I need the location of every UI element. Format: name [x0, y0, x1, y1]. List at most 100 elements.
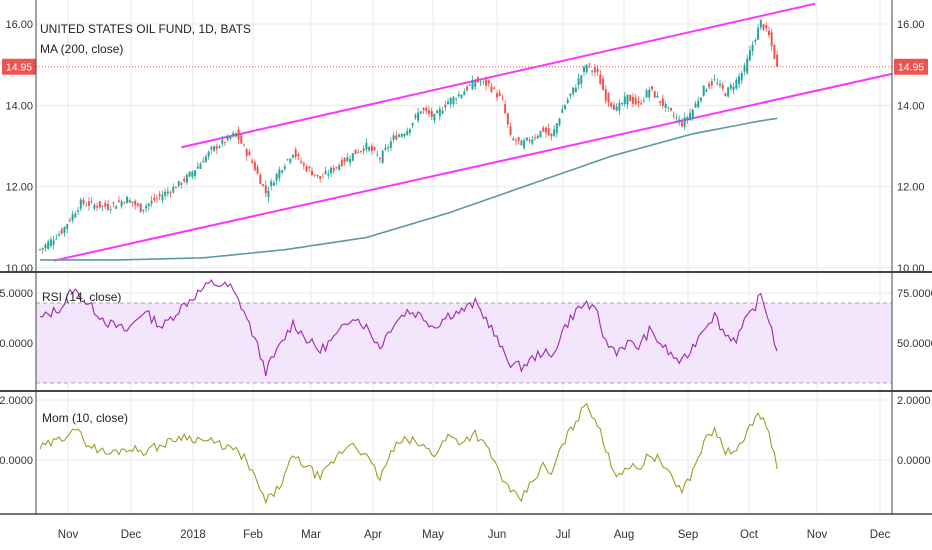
- candle: [340, 156, 343, 168]
- candle: [90, 197, 93, 205]
- candle: [406, 127, 409, 136]
- price-left-ticks-tick-2: 12.00: [5, 182, 33, 194]
- candle: [253, 159, 256, 172]
- candle: [558, 117, 561, 127]
- candle: [767, 26, 770, 38]
- momentum-pane[interactable]: Mom (10, close) 2.0000 0.0000 2.0000 0.000…: [0, 392, 931, 513]
- momentum-label: Mom (10, close): [42, 411, 128, 425]
- channel-upper-line[interactable]: [181, 2, 816, 149]
- candle: [667, 106, 670, 112]
- candle: [316, 174, 319, 179]
- rsi-left-ticks-tick-0: 75.0000: [0, 288, 33, 300]
- candle: [82, 197, 85, 206]
- candle: [675, 113, 678, 122]
- candle: [463, 88, 466, 96]
- candle: [281, 169, 284, 175]
- candle: [686, 115, 689, 124]
- price-grid: [36, 0, 892, 270]
- candle: [221, 135, 224, 148]
- candle: [471, 75, 474, 90]
- candle: [651, 86, 653, 92]
- time-axis[interactable]: Nov Dec 2018 Feb Mar Apr May Jun Jul Aug Sep Oct Nov…: [58, 529, 891, 541]
- candle: [509, 122, 512, 137]
- time-tick-13: Dec: [870, 529, 891, 541]
- price-right-ticks-tick-1: 14.00: [897, 100, 925, 112]
- candle: [343, 157, 346, 166]
- candle: [656, 91, 659, 99]
- candle: [349, 155, 352, 167]
- time-tick-10: Sep: [678, 529, 698, 541]
- candle: [476, 76, 479, 84]
- candle: [63, 226, 66, 237]
- candle: [653, 90, 656, 98]
- candle: [425, 105, 428, 115]
- candle: [721, 82, 724, 92]
- candle: [430, 107, 433, 121]
- candle: [664, 101, 667, 113]
- candle: [68, 217, 71, 223]
- price-left-ticks-tick-3: 10.00: [5, 263, 33, 275]
- last-price-badge-left: 14.95: [2, 58, 36, 75]
- candle: [697, 96, 700, 109]
- candle: [311, 167, 313, 176]
- candle: [553, 124, 556, 138]
- candle: [642, 97, 645, 104]
- rsi-right-ticks-tick-1: 50.0000: [897, 338, 932, 350]
- candle: [213, 145, 216, 152]
- candle: [147, 202, 150, 211]
- candle: [79, 197, 82, 211]
- candle: [362, 145, 365, 155]
- candle: [460, 94, 463, 100]
- candle: [87, 197, 90, 211]
- candle: [648, 86, 651, 102]
- rsi-pane[interactable]: RSI (14, close) 75.0000 50.0000 75.0000 50…: [0, 273, 932, 390]
- candle: [433, 113, 436, 124]
- candle: [158, 190, 161, 201]
- candle: [175, 186, 177, 189]
- candle: [283, 163, 286, 172]
- candle: [457, 90, 460, 98]
- candle: [55, 234, 58, 240]
- rsi-label: RSI (14, close): [42, 290, 121, 304]
- channel-lower-line[interactable]: [53, 72, 897, 262]
- candle: [536, 133, 539, 140]
- candle: [738, 72, 741, 89]
- candle: [291, 154, 294, 160]
- candle: [183, 176, 186, 184]
- candle: [267, 186, 270, 203]
- candle: [330, 165, 333, 178]
- candle: [528, 137, 531, 144]
- candle: [626, 94, 629, 110]
- candle: [169, 190, 172, 198]
- candle: [743, 62, 746, 76]
- rsi-band: [36, 303, 892, 383]
- candle: [419, 110, 422, 115]
- candle: [96, 202, 99, 212]
- candle: [194, 169, 197, 180]
- candle: [525, 137, 528, 142]
- candle: [232, 130, 235, 138]
- candle: [199, 161, 202, 169]
- candle: [680, 118, 683, 128]
- candle: [251, 158, 254, 165]
- candle: [112, 201, 115, 208]
- candle: [735, 77, 738, 91]
- candle: [335, 166, 338, 170]
- candle: [71, 210, 74, 224]
- candle: [563, 103, 566, 110]
- candle: [515, 137, 517, 146]
- mom-right-ticks-tick-1: 0.0000: [897, 455, 931, 467]
- candle: [294, 147, 297, 160]
- rsi-axis-right: 75.0000 50.0000: [897, 288, 932, 350]
- candle: [490, 83, 493, 94]
- candle: [411, 122, 414, 129]
- candle: [618, 99, 621, 116]
- time-tick-1: Dec: [121, 529, 142, 541]
- candle: [645, 88, 648, 98]
- candle: [637, 96, 640, 108]
- price-pane[interactable]: UNITED STATES OIL FUND, 1D, BATS MA (200…: [2, 0, 928, 275]
- candle: [373, 146, 376, 151]
- candle: [466, 84, 469, 93]
- candle: [585, 63, 588, 75]
